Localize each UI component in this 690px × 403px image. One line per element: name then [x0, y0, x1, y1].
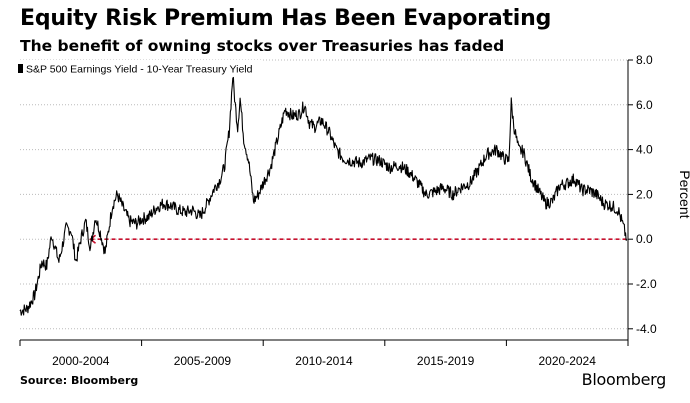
x-tick-label: 2020-2024 — [539, 354, 597, 368]
chart-subtitle: The benefit of owning stocks over Treasu… — [20, 37, 505, 55]
x-axis: 2000-2004 2005-2009 2010-2014 2015-2019 2020… — [19, 339, 629, 368]
chart-title: Equity Risk Premium Has Been Evaporating — [20, 6, 552, 31]
y-tick-label: 8.0 — [636, 53, 653, 67]
x-tick-label: 2010-2014 — [295, 354, 353, 368]
y-tick-label: 0.0 — [636, 232, 653, 246]
legend-box — [14, 60, 262, 77]
x-tick-label: 2000-2004 — [52, 354, 110, 368]
y-tick-label: 2.0 — [636, 187, 653, 201]
legend-label: S&P 500 Earnings Yield - 10-Year Treasur… — [26, 64, 253, 76]
y-tick-label: -2.0 — [636, 277, 657, 291]
series-line-0 — [19, 76, 628, 316]
reference-line — [89, 234, 627, 244]
y-tick-label: 4.0 — [636, 143, 653, 157]
x-tick-label: 2015-2019 — [417, 354, 475, 368]
gridlines — [20, 59, 628, 330]
x-tick-label: 2005-2009 — [174, 354, 232, 368]
bloomberg-logo: Bloomberg — [581, 370, 667, 389]
y-tick-label: 6.0 — [636, 98, 653, 112]
reference-arrowhead — [89, 234, 97, 244]
y-tick-label: -4.0 — [636, 322, 657, 336]
series-group — [19, 76, 628, 316]
legend: S&P 500 Earnings Yield - 10-Year Treasur… — [14, 60, 262, 77]
legend-swatch — [18, 64, 23, 73]
y-axis: 8.0 6.0 4.0 2.0 0.0 -2.0 -4.0 — [627, 53, 657, 340]
y-axis-label: Percent — [677, 170, 690, 218]
source-note: Source: Bloomberg — [20, 374, 139, 387]
